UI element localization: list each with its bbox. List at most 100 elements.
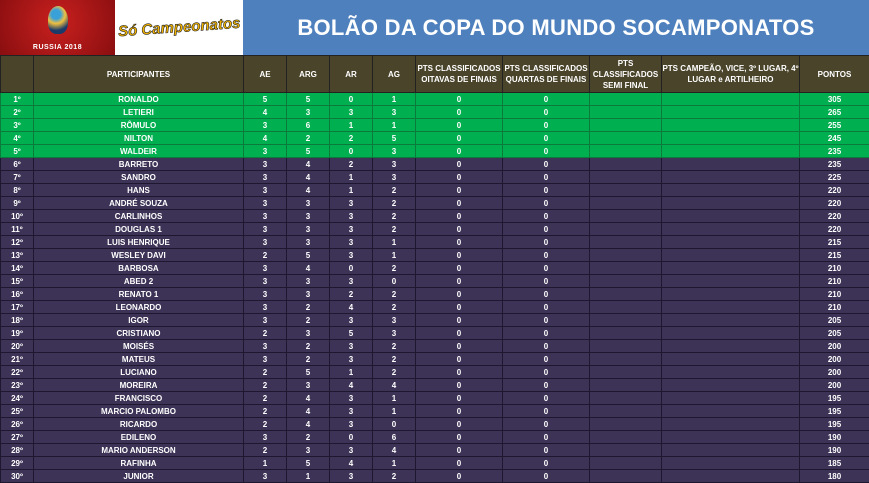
cell-arg: 5 bbox=[287, 249, 330, 262]
cell-ae: 3 bbox=[244, 314, 287, 327]
cell-arg: 6 bbox=[287, 119, 330, 132]
column-header-quartas: PTS CLASSIFICADOS QUARTAS DE FINAIS bbox=[503, 56, 590, 93]
cell-oitavas: 0 bbox=[416, 431, 503, 444]
cell-ae: 3 bbox=[244, 353, 287, 366]
cell-campeao bbox=[662, 106, 800, 119]
cell-pontos: 215 bbox=[800, 249, 869, 262]
cell-pontos: 190 bbox=[800, 444, 869, 457]
cell-rank: 5º bbox=[1, 145, 34, 158]
so-campeonatos-logo: Só Campeonatos bbox=[115, 0, 243, 55]
cell-pontos: 205 bbox=[800, 327, 869, 340]
cell-ag: 2 bbox=[373, 366, 416, 379]
cell-ar: 5 bbox=[330, 327, 373, 340]
cell-participant: RENATO 1 bbox=[34, 288, 244, 301]
column-header-semi: PTS CLASSIFICADOS SEMI FINAL bbox=[590, 56, 662, 93]
cell-oitavas: 0 bbox=[416, 418, 503, 431]
cell-semi bbox=[590, 288, 662, 301]
cell-participant: RÔMULO bbox=[34, 119, 244, 132]
cell-ar: 2 bbox=[330, 132, 373, 145]
cell-pontos: 235 bbox=[800, 145, 869, 158]
cell-participant: HANS bbox=[34, 184, 244, 197]
cell-pontos: 200 bbox=[800, 379, 869, 392]
cell-ae: 3 bbox=[244, 470, 287, 483]
cell-ae: 3 bbox=[244, 301, 287, 314]
cell-participant: NILTON bbox=[34, 132, 244, 145]
cell-participant: FRANCISCO bbox=[34, 392, 244, 405]
cell-oitavas: 0 bbox=[416, 379, 503, 392]
cell-quartas: 0 bbox=[503, 353, 590, 366]
cell-oitavas: 0 bbox=[416, 353, 503, 366]
cell-oitavas: 0 bbox=[416, 457, 503, 470]
cell-quartas: 0 bbox=[503, 444, 590, 457]
cell-ag: 2 bbox=[373, 470, 416, 483]
cell-quartas: 0 bbox=[503, 301, 590, 314]
cell-arg: 3 bbox=[287, 236, 330, 249]
cell-ag: 1 bbox=[373, 249, 416, 262]
cell-semi bbox=[590, 392, 662, 405]
cell-ag: 2 bbox=[373, 288, 416, 301]
cell-rank: 29º bbox=[1, 457, 34, 470]
cell-arg: 3 bbox=[287, 197, 330, 210]
cell-ar: 0 bbox=[330, 145, 373, 158]
cell-pontos: 200 bbox=[800, 340, 869, 353]
trophy-icon bbox=[48, 6, 68, 34]
cell-ae: 3 bbox=[244, 210, 287, 223]
cell-campeao bbox=[662, 93, 800, 106]
cell-ae: 2 bbox=[244, 405, 287, 418]
cell-semi bbox=[590, 340, 662, 353]
cell-semi bbox=[590, 158, 662, 171]
cell-pontos: 220 bbox=[800, 197, 869, 210]
cell-pontos: 210 bbox=[800, 301, 869, 314]
cell-ar: 4 bbox=[330, 457, 373, 470]
cell-rank: 26º bbox=[1, 418, 34, 431]
cell-ar: 3 bbox=[330, 106, 373, 119]
cell-semi bbox=[590, 444, 662, 457]
cell-quartas: 0 bbox=[503, 379, 590, 392]
cell-oitavas: 0 bbox=[416, 366, 503, 379]
cell-quartas: 0 bbox=[503, 262, 590, 275]
cell-ae: 3 bbox=[244, 262, 287, 275]
cell-ae: 1 bbox=[244, 457, 287, 470]
cell-participant: JUNIOR bbox=[34, 470, 244, 483]
world-cup-logo: RUSSIA 2018 bbox=[0, 0, 115, 55]
cell-quartas: 0 bbox=[503, 314, 590, 327]
cell-rank: 18º bbox=[1, 314, 34, 327]
cell-rank: 12º bbox=[1, 236, 34, 249]
cell-rank: 30º bbox=[1, 470, 34, 483]
cell-ag: 1 bbox=[373, 93, 416, 106]
cell-oitavas: 0 bbox=[416, 340, 503, 353]
cell-ar: 3 bbox=[330, 353, 373, 366]
cell-ae: 5 bbox=[244, 93, 287, 106]
cell-rank: 3º bbox=[1, 119, 34, 132]
cell-rank: 14º bbox=[1, 262, 34, 275]
cell-quartas: 0 bbox=[503, 184, 590, 197]
cell-quartas: 0 bbox=[503, 93, 590, 106]
cell-quartas: 0 bbox=[503, 288, 590, 301]
cell-semi bbox=[590, 431, 662, 444]
page-title: BOLÃO DA COPA DO MUNDO SOCAMPONATOS bbox=[243, 0, 869, 55]
cell-ag: 0 bbox=[373, 418, 416, 431]
cell-rank: 2º bbox=[1, 106, 34, 119]
cell-rank: 13º bbox=[1, 249, 34, 262]
cell-campeao bbox=[662, 405, 800, 418]
cell-ag: 2 bbox=[373, 197, 416, 210]
cell-ae: 3 bbox=[244, 158, 287, 171]
logo-text: RUSSIA 2018 bbox=[33, 44, 82, 51]
cell-campeao bbox=[662, 158, 800, 171]
cell-ae: 3 bbox=[244, 184, 287, 197]
cell-campeao bbox=[662, 197, 800, 210]
cell-pontos: 200 bbox=[800, 353, 869, 366]
cell-pontos: 190 bbox=[800, 431, 869, 444]
cell-pontos: 195 bbox=[800, 418, 869, 431]
cell-arg: 2 bbox=[287, 353, 330, 366]
cell-rank: 22º bbox=[1, 366, 34, 379]
cell-participant: WESLEY DAVI bbox=[34, 249, 244, 262]
cell-campeao bbox=[662, 145, 800, 158]
cell-ae: 3 bbox=[244, 431, 287, 444]
